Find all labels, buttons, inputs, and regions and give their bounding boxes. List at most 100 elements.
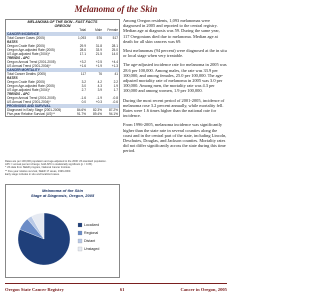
legend-swatch (77, 230, 83, 236)
cell-value: 89.4% (92, 112, 102, 116)
figure-title: Stage at Diagnosis, Oregon, 2005 (31, 193, 95, 198)
row-label: Oregon Age-adjusted Rate (2005) (7, 48, 55, 52)
row-label: Oregon Crude Rate (2005) (7, 44, 45, 48)
table-row: US Age-adjusted Rate (2004)* 17.1 21.5 14.0 (6, 52, 119, 56)
cell-value: 84.6% (76, 108, 86, 112)
cell-value: 91.7% (76, 112, 86, 116)
table-title: MELANOMA OF THE SKIN - FAST FACTS (27, 20, 98, 24)
cell-value: +0.3 (95, 100, 102, 104)
cell-value: +3.2 (79, 60, 86, 64)
figure-title: Melanoma of the Skin (42, 188, 84, 193)
row-label: Oregon Crude Rate (2005) (7, 80, 45, 84)
row-label: US Annual Trend (2001-2004)* (7, 64, 51, 68)
section-heading: CANCER INCIDENCE (6, 32, 119, 36)
cell-value: -0.6 (112, 100, 119, 104)
table-row: Five-year Relative Survival (US)** 91.7% 8… (6, 112, 119, 116)
legend-label: Regional (84, 231, 98, 235)
paragraph: From 1996-2005, melanoma incidence was s… (123, 122, 227, 154)
table-row: Oregon Crude Rate (2005) 29.9 31.8 28.1 (6, 44, 119, 48)
note: Rates are per 100,000 population and age… (5, 160, 107, 163)
cell-value: 117 (80, 72, 86, 76)
column-header: Female (107, 28, 118, 32)
cell-value: 41 (114, 72, 118, 76)
cell-value: -1.9 (96, 96, 103, 100)
cell-value: 3.9 (97, 88, 102, 92)
row-label: US Age-adjusted Rate (2004)* (7, 52, 50, 56)
cell-value: +1.9 (95, 64, 102, 68)
cell-value: 82.3% (92, 108, 102, 112)
fast-facts-table: MELANOMA OF THE SKIN - FAST FACTS OREGON… (5, 19, 120, 117)
cell-value: 21.5 (95, 52, 102, 56)
row-label: Total Cancer Cases (2005) (7, 36, 45, 40)
row-label: Oregon Annual Trend (2001-2005) (7, 60, 56, 64)
table-row: US Annual Trend (2001-2004)* 0.0 +0.3 -0.6 (6, 100, 119, 104)
column-header: Total (79, 28, 86, 32)
row-label: US Annual Trend (2001-2004)* (7, 100, 51, 104)
legend-swatch (77, 222, 83, 228)
cell-value: 33.9 (95, 48, 102, 52)
row-label: Oregon Annual Trend (2001-2005) (7, 96, 56, 100)
table-notes: Rates are per 100,000 population and age… (5, 160, 118, 176)
table-row: US Annual Trend (2001-2004)* +1.6 +1.9 +1.3 (6, 64, 119, 68)
paragraph: During the most recent period of 2001-20… (123, 97, 225, 119)
table-row: Oregon Annual Trend (2001-2005) -1.6 -1.9 -… (6, 96, 119, 100)
cell-value: 2.2 (113, 80, 118, 84)
legend-swatch (77, 238, 83, 244)
section-heading: CANCER MORTALITY (6, 68, 119, 72)
cell-value: 4.3 (97, 84, 102, 88)
cell-value: 3.0 (81, 84, 86, 88)
legend-label: Distant (84, 239, 95, 243)
column-header-row: Total Male Female (6, 28, 119, 32)
cell-value: 3.2 (81, 80, 86, 84)
row-label: Total Cancer Deaths (2005) (7, 72, 46, 76)
pie-slice (31, 212, 45, 240)
table-row: Oregon Age-adjusted Rate (2005) 3.0 4.3 1.9 (6, 84, 119, 88)
legend-label: Localized (84, 223, 99, 227)
figure: Melanoma of the Skin Stage at Diagnosis, … (5, 184, 120, 278)
table-subtitle: OREGON (54, 24, 71, 28)
paragraph: The age-adjusted incidence rate for mela… (123, 62, 227, 94)
section-heading: PROGNOSIS AND SURVIVAL (6, 104, 119, 108)
cell-value: 87.2% (108, 108, 118, 112)
cell-value: +4.4 (111, 60, 118, 64)
note: Early stage includes in situ and localiz… (5, 172, 60, 176)
cell-value: 576 (96, 36, 102, 40)
legend-swatch (77, 246, 83, 252)
cell-value: -1.6 (80, 96, 87, 100)
cell-value: 76 (98, 72, 102, 76)
note: APC = annual percent change; bold APC is… (5, 163, 93, 167)
row-label: Diagnosed in Early Stage (2001-2005) (7, 108, 62, 112)
row-label: US Age-adjusted Rate (2004)* (7, 88, 50, 92)
paragraph: Among Oregon residents, 1,093 melanomas … (123, 18, 220, 44)
table-row: Oregon Crude Rate (2005) 3.2 4.2 2.2 (6, 80, 119, 84)
row-label: Oregon Age-adjusted Rate (2005) (7, 84, 55, 88)
table-row: Total Cancer Deaths (2005) 117 76 41 (6, 72, 119, 76)
sub-heading: RATES (7, 40, 18, 44)
cell-value: 25.0 (111, 48, 118, 52)
cell-value: 14.0 (111, 52, 118, 56)
cell-value: 94.1% (108, 112, 118, 116)
cell-value: 1.9 (113, 84, 118, 88)
cell-value: 28.6 (79, 48, 86, 52)
note: * US data from SEER program, National Ca… (5, 166, 71, 170)
note: ** Five-year relative survival, SEER 17 … (5, 169, 72, 173)
column-header: Male (95, 28, 102, 32)
cell-value: 1,093 (78, 36, 86, 40)
table-row: Oregon Annual Trend (2001-2005) +3.2 +2.5 +… (6, 60, 119, 64)
table-row: Oregon Age-adjusted Rate (2005) 28.6 33.9 2… (6, 48, 119, 52)
table-row: Total Cancer Cases (2005) 1,093 576 517 (6, 36, 119, 40)
cell-value: 4.2 (97, 80, 102, 84)
sub-heading: TRENDS - APC (7, 92, 30, 96)
footer-right: Cancer in Oregon, 2005 (180, 287, 227, 292)
footer-left: Oregon State Cancer Registry (5, 287, 64, 292)
legend-label: Unstaged (84, 247, 99, 251)
body-text: Among Oregon residents, 1,093 melanomas … (123, 18, 227, 158)
cell-value: 2.7 (81, 88, 86, 92)
table-row: US Age-adjusted Rate (2004)* 2.7 3.9 1.7 (6, 88, 119, 92)
cell-value: 17.1 (79, 52, 86, 56)
paragraph: Most melanomas (94 percent) were diagnos… (123, 48, 227, 59)
footer: Oregon State Cancer Registry 61 Cancer i… (5, 283, 227, 292)
cell-value: 1.7 (113, 88, 118, 92)
page-number: 61 (119, 287, 125, 292)
